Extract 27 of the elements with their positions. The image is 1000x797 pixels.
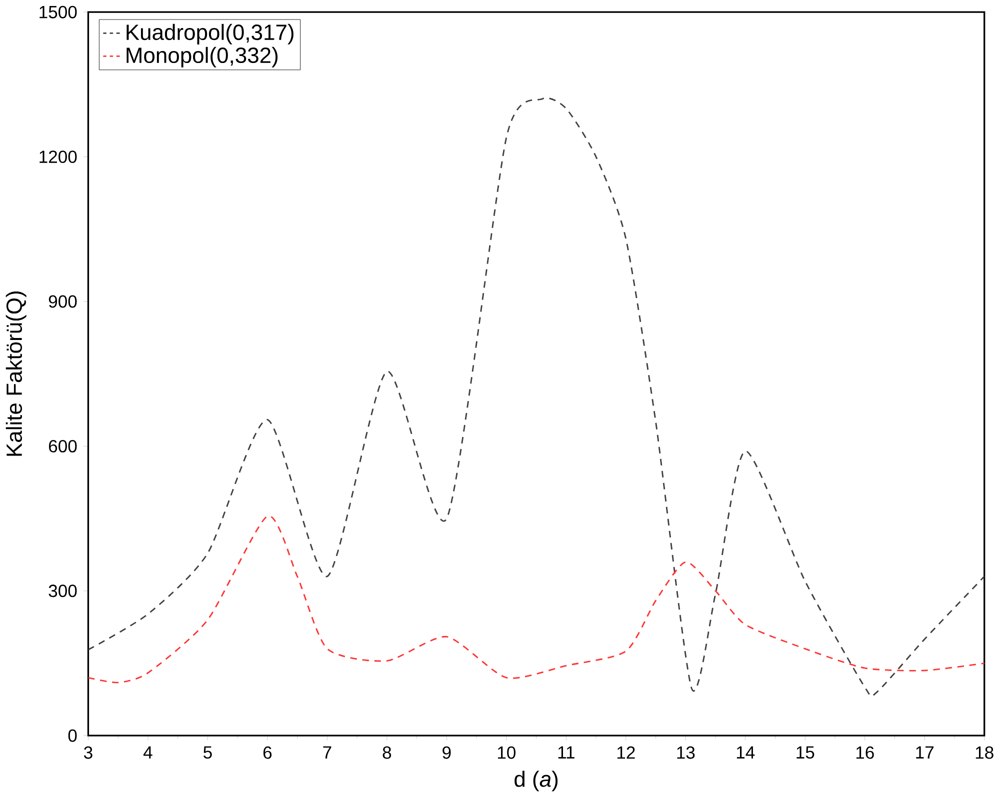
x-tick-label: 9 <box>442 746 451 759</box>
x-tick-label: 5 <box>204 746 212 759</box>
y-tick-label: 1200 <box>40 150 77 163</box>
x-tick-label: 13 <box>677 746 695 759</box>
x-tick-label: 7 <box>323 746 332 758</box>
x-tick-label: 11 <box>558 746 574 758</box>
x-axis-title: d (a) <box>514 770 558 792</box>
x-tick-label: 12 <box>617 746 635 759</box>
x-tick-label: 15 <box>796 746 814 759</box>
legend-label: Kuadropol(0,317) <box>126 24 294 44</box>
x-tick-label: 8 <box>382 746 392 759</box>
x-tick-label: 14 <box>736 746 755 758</box>
x-tick-label: 16 <box>856 746 874 759</box>
line-series <box>88 515 984 684</box>
x-tick-label: 4 <box>143 746 152 758</box>
x-tick-label: 10 <box>498 746 516 759</box>
y-axis-title: Kalite Faktörü(Q) <box>6 291 26 456</box>
y-tick-label: 600 <box>48 440 77 452</box>
y-tick-label: 1500 <box>40 6 77 18</box>
x-tick-label: 17 <box>916 746 934 758</box>
x-tick-label: 18 <box>976 746 994 759</box>
y-tick-label: 900 <box>48 295 77 308</box>
x-tick-label: 6 <box>263 746 272 759</box>
y-tick-label: 300 <box>48 584 77 598</box>
y-tick-label: 0 <box>68 729 77 742</box>
legend-label: Monopol(0,332) <box>126 46 278 68</box>
x-tick-label: 3 <box>84 746 92 759</box>
